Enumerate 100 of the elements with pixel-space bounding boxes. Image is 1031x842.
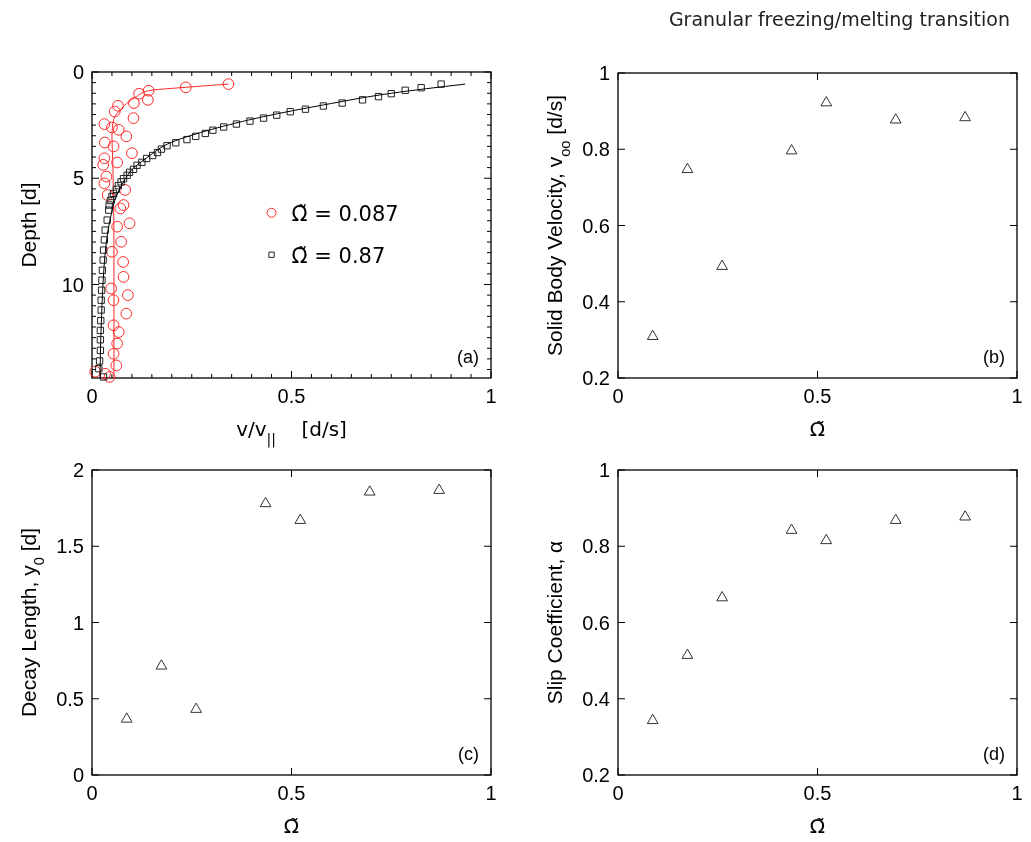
point (111, 156, 123, 169)
point (433, 483, 445, 494)
point (111, 220, 123, 233)
point (820, 533, 833, 545)
point (108, 105, 121, 118)
point (209, 126, 217, 134)
point (103, 216, 111, 224)
point (646, 329, 659, 341)
x-tick-label: 0.5 (803, 782, 832, 804)
point (114, 202, 127, 215)
point (681, 648, 694, 659)
x-tick-label: 0 (86, 782, 98, 804)
point (105, 201, 113, 209)
point (133, 87, 145, 100)
y-tick-label: 10 (61, 273, 84, 296)
point (96, 346, 105, 355)
point (107, 140, 120, 153)
point (179, 81, 192, 94)
point (105, 206, 113, 214)
point (97, 316, 105, 325)
y-tick-label: 5 (72, 167, 84, 190)
point (128, 97, 140, 109)
point (301, 105, 310, 113)
point (111, 337, 123, 350)
point (358, 96, 367, 104)
point (117, 178, 125, 186)
point (157, 145, 166, 153)
point (119, 175, 128, 183)
point (259, 114, 268, 122)
point (97, 296, 105, 304)
annotation: (a) (457, 347, 479, 367)
point (220, 123, 228, 131)
point (401, 86, 409, 94)
point (112, 99, 124, 112)
point (95, 357, 104, 365)
x-axis-title: Ω̃ (283, 814, 300, 838)
y-tick-label: 2 (72, 459, 84, 481)
point (100, 170, 113, 183)
point (123, 171, 131, 179)
point (183, 135, 191, 144)
x-tick-label: 1 (1011, 385, 1023, 407)
point (127, 112, 140, 124)
point (98, 276, 106, 284)
point (246, 117, 254, 125)
point (163, 142, 171, 150)
annotation: (d) (983, 744, 1005, 764)
x-tick-label: 1 (485, 385, 497, 407)
point (417, 84, 425, 92)
point (143, 154, 151, 163)
point (95, 364, 103, 373)
point (115, 235, 127, 248)
point (112, 123, 125, 136)
point (138, 158, 146, 166)
point (98, 136, 111, 149)
point (125, 168, 134, 176)
chart-title: Granular freezing/melting transition (668, 8, 1010, 30)
point (117, 256, 129, 268)
point (117, 199, 130, 211)
point (108, 192, 116, 201)
y-tick-label: 1.5 (56, 535, 84, 558)
point (338, 99, 346, 107)
point (107, 319, 120, 332)
point (101, 226, 109, 234)
point (259, 496, 272, 508)
point (98, 266, 107, 274)
point (201, 129, 209, 138)
point (98, 177, 111, 190)
point (120, 130, 133, 143)
point (129, 165, 138, 173)
point (114, 182, 122, 190)
point (133, 161, 141, 169)
point (106, 121, 118, 134)
legend-label: Ω̃ = 0.087 (291, 201, 399, 226)
y-tick-label: 1 (598, 459, 610, 481)
x-tick-label: 0 (612, 782, 624, 804)
y-tick-label: 0 (72, 61, 84, 83)
point (100, 236, 109, 244)
point (172, 139, 180, 147)
point (363, 485, 376, 496)
y-tick-label: 0.8 (582, 535, 610, 558)
point (716, 591, 729, 602)
point (148, 151, 157, 160)
point (785, 144, 798, 155)
point (959, 510, 971, 521)
point (122, 289, 134, 301)
x-axis-title: Ω̃ (809, 814, 826, 838)
point (820, 96, 833, 107)
point (112, 185, 120, 193)
point (294, 513, 307, 524)
point (142, 84, 155, 97)
point (286, 108, 294, 116)
point (716, 259, 729, 270)
point (99, 246, 108, 254)
point (96, 326, 105, 335)
point (98, 152, 111, 165)
point (97, 159, 110, 171)
y-tick-label: 0 (72, 764, 84, 786)
point (117, 271, 130, 283)
point (97, 286, 106, 294)
point (123, 217, 136, 230)
